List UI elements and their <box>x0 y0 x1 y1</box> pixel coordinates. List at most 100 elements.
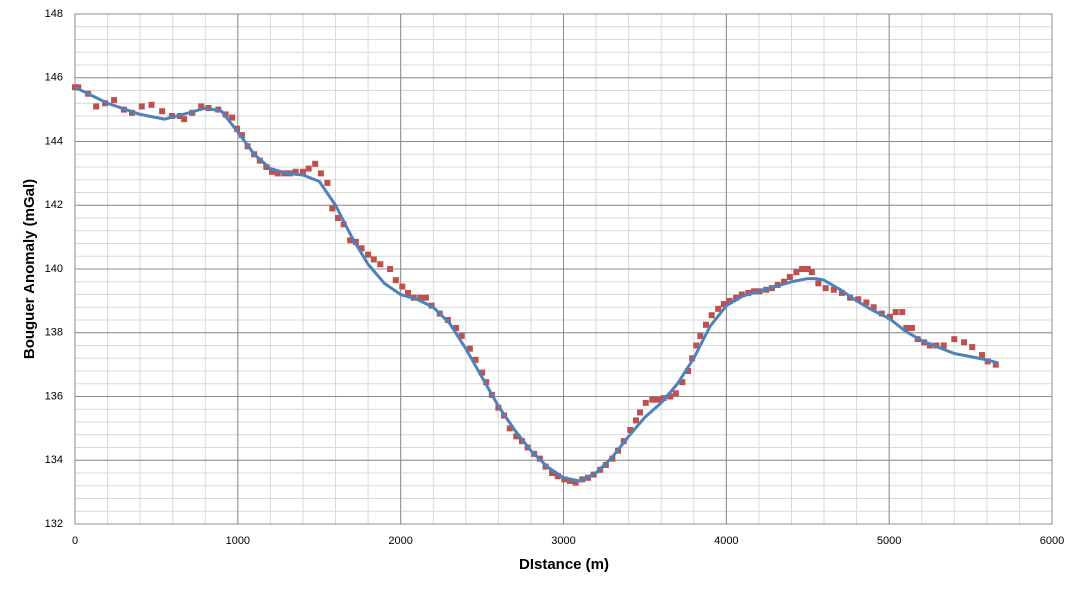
data-point <box>892 309 899 316</box>
data-point <box>899 309 906 316</box>
x-tick-label: 3000 <box>551 535 575 547</box>
data-point <box>138 103 145 110</box>
data-point <box>786 273 793 280</box>
data-point <box>292 168 299 175</box>
data-point <box>978 352 985 359</box>
data-point <box>229 114 236 121</box>
data-point <box>799 266 806 272</box>
data-point <box>781 278 788 285</box>
data-point <box>458 332 465 339</box>
data-point <box>667 393 674 400</box>
data-point <box>642 399 649 406</box>
data-point <box>347 237 354 244</box>
data-point <box>969 344 976 351</box>
data-point <box>793 269 800 276</box>
data-point <box>329 205 336 212</box>
data-point <box>549 470 556 476</box>
x-tick-label: 0 <box>72 535 78 547</box>
data-point <box>453 324 460 331</box>
data-point <box>159 108 166 115</box>
data-point <box>733 294 740 301</box>
y-tick-label: 140 <box>45 263 63 275</box>
y-axis-title: Bouguer Anomaly (mGal) <box>21 179 38 359</box>
data-point <box>870 304 877 311</box>
data-point <box>940 342 947 349</box>
data-point <box>838 289 845 296</box>
data-point <box>365 251 372 258</box>
data-point <box>886 313 893 320</box>
y-tick-label: 148 <box>45 8 63 20</box>
y-tick-label: 142 <box>45 199 63 211</box>
data-point <box>466 345 473 352</box>
data-point <box>808 269 815 276</box>
x-tick-label: 4000 <box>714 535 738 547</box>
data-point <box>274 170 281 177</box>
y-tick-label: 138 <box>45 327 63 339</box>
data-point <box>399 283 406 290</box>
data-point <box>863 299 870 306</box>
x-tick-label: 5000 <box>877 535 901 547</box>
x-tick-label: 1000 <box>226 535 250 547</box>
data-point <box>804 266 811 272</box>
data-point <box>903 324 910 331</box>
data-point <box>479 369 486 376</box>
data-point <box>822 285 829 292</box>
x-tick-label: 2000 <box>388 535 412 547</box>
data-point <box>312 160 319 167</box>
data-point <box>830 286 837 293</box>
data-point <box>377 261 384 268</box>
data-point <box>908 324 915 331</box>
data-point <box>679 379 686 386</box>
data-point <box>305 165 312 172</box>
data-point <box>715 305 722 312</box>
y-tick-label: 132 <box>45 518 63 530</box>
data-point <box>198 103 205 110</box>
data-point <box>572 479 579 486</box>
data-point <box>324 179 331 186</box>
data-point <box>632 417 639 424</box>
data-point <box>951 336 958 343</box>
data-point <box>317 170 324 177</box>
x-tick-label: 6000 <box>1040 535 1064 547</box>
data-point <box>738 291 745 298</box>
data-point <box>111 97 118 104</box>
data-point <box>697 332 704 339</box>
data-point <box>554 473 561 480</box>
data-point <box>567 477 574 484</box>
data-point <box>404 289 411 296</box>
data-point <box>685 368 692 374</box>
data-point <box>181 116 188 123</box>
y-tick-label: 146 <box>45 72 63 84</box>
data-point <box>370 256 377 263</box>
data-point <box>417 294 424 301</box>
data-point <box>855 296 862 303</box>
data-point <box>387 266 394 272</box>
data-point <box>299 168 306 175</box>
data-point <box>513 433 520 440</box>
data-point <box>815 280 822 287</box>
data-point <box>472 356 479 363</box>
data-point <box>702 321 709 328</box>
data-point <box>358 245 365 252</box>
data-point <box>693 342 700 349</box>
data-point <box>627 426 634 433</box>
data-point <box>392 277 399 284</box>
data-point <box>334 215 341 221</box>
data-point <box>720 301 727 308</box>
data-point <box>269 168 276 175</box>
y-tick-label: 136 <box>45 390 63 402</box>
data-point <box>708 312 715 319</box>
data-point <box>422 294 429 301</box>
data-point <box>654 396 661 403</box>
data-point <box>506 425 513 432</box>
data-point <box>672 390 679 397</box>
plot-border <box>74 13 1053 525</box>
data-point <box>649 396 656 403</box>
x-axis-title: DIstance (m) <box>519 556 609 573</box>
data-point <box>961 339 968 346</box>
y-tick-label: 134 <box>45 454 63 466</box>
data-point <box>637 409 644 416</box>
y-tick-label: 144 <box>45 135 63 147</box>
data-point <box>148 101 155 108</box>
